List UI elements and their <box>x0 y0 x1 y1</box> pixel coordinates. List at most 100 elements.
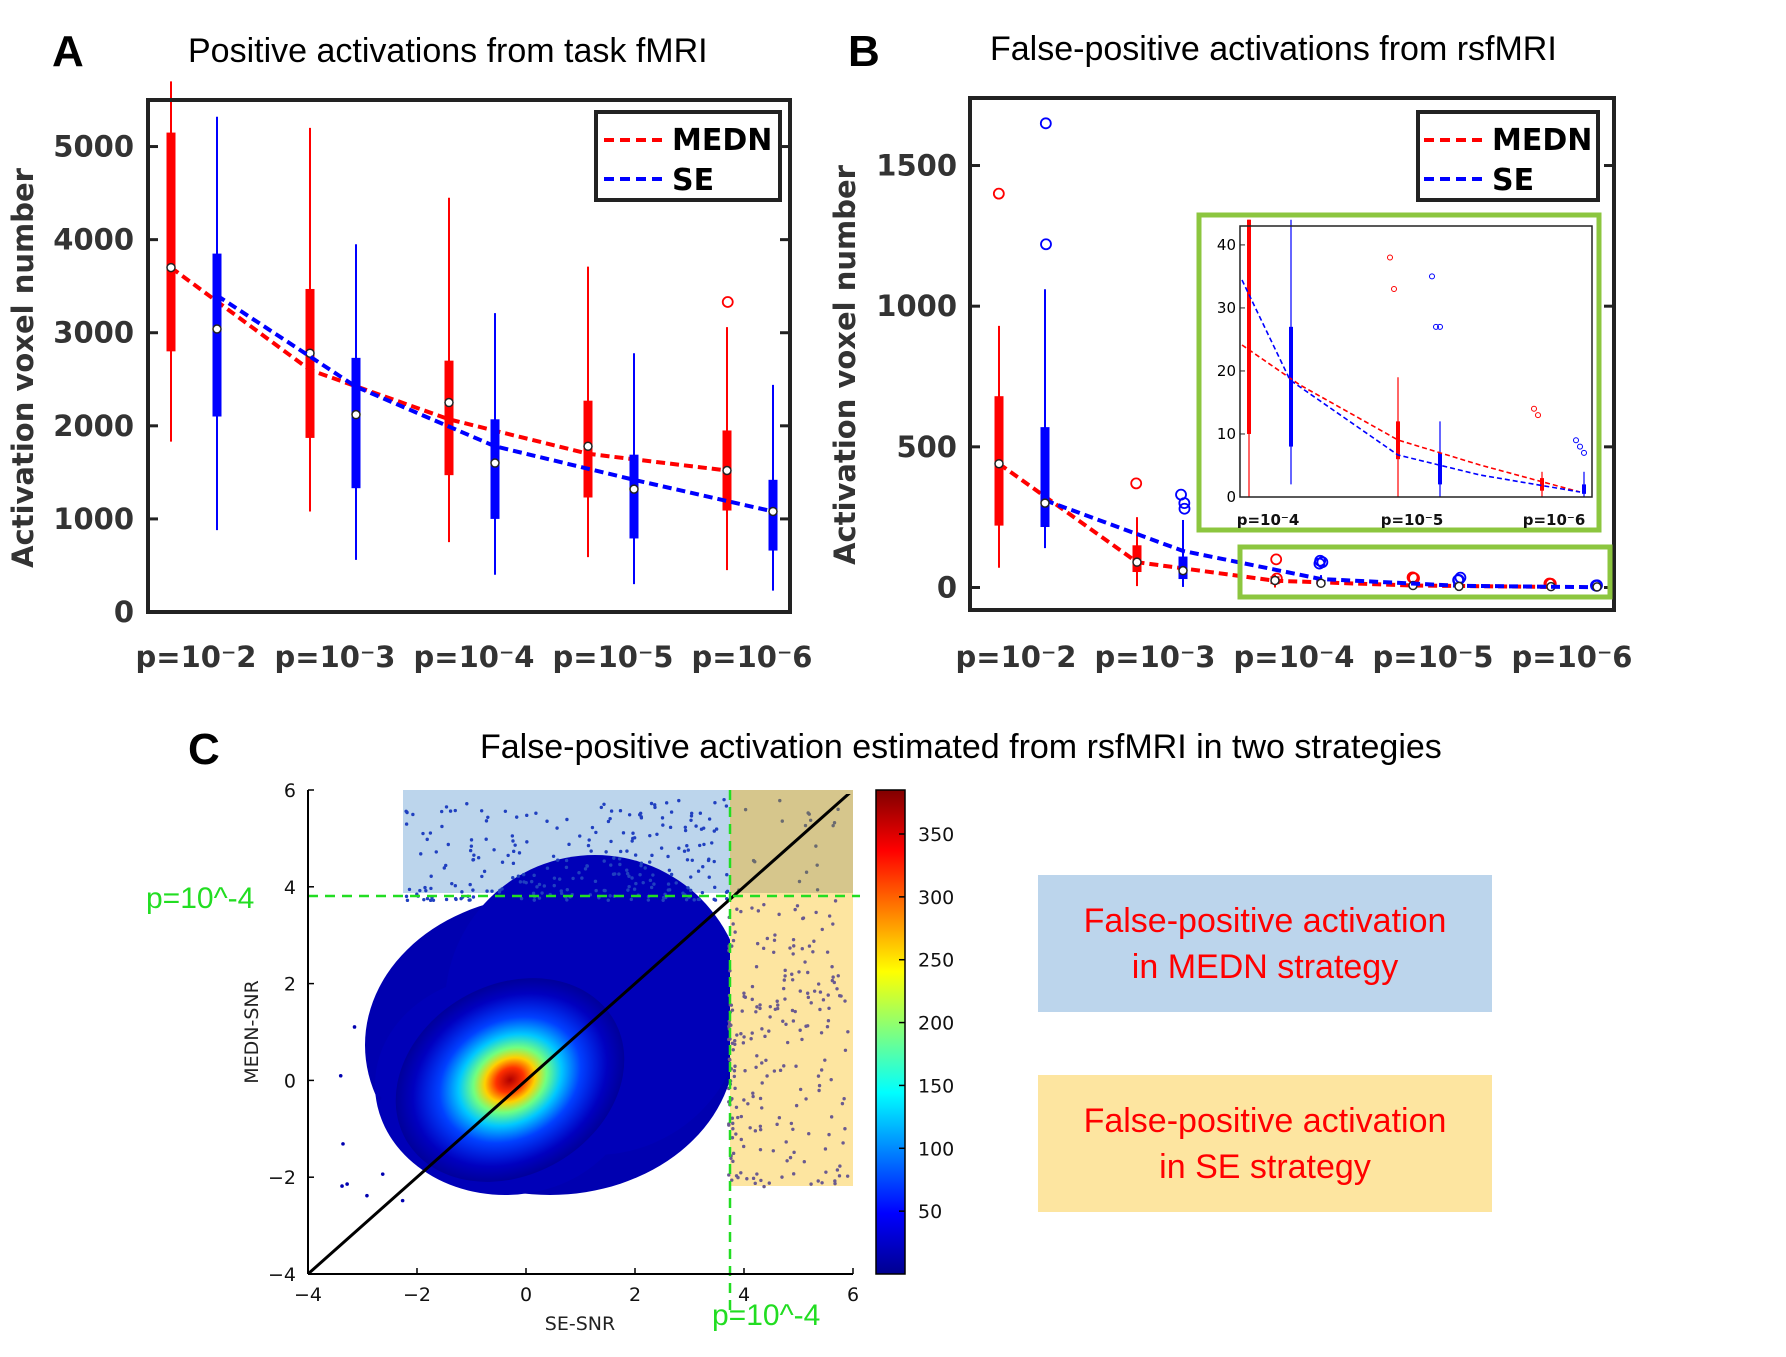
scatter-point-medn-fp <box>445 898 448 901</box>
scatter-point-se-fp <box>727 1123 730 1126</box>
scatter-point-se-fp <box>792 944 795 947</box>
scatter-point-medn-fp <box>408 888 411 891</box>
scatter-point-medn-fp <box>607 820 610 823</box>
scatter-point-medn-fp <box>689 889 692 892</box>
scatter-point-medn-fp <box>617 872 620 875</box>
scatter-point-medn-fp <box>608 894 611 897</box>
scatter-point-outlier <box>365 1194 369 1198</box>
scatter-point-se-fp <box>763 1035 766 1038</box>
scatter-point-medn-fp <box>511 839 514 842</box>
density-cloud <box>359 855 745 1222</box>
se-box-bg <box>1038 1075 1492 1212</box>
scatter-point-se-fp <box>835 987 838 990</box>
scatter-point-medn-fp <box>533 898 536 901</box>
legend-medn-label: MEDN <box>672 123 772 158</box>
scatter-point-medn-fp <box>511 876 514 879</box>
scatter-point-medn-fp <box>686 858 689 861</box>
median-marker-se <box>1179 567 1187 575</box>
scatter-point-both-fp <box>778 799 781 802</box>
scatter-point-medn-fp <box>707 857 710 860</box>
colorbar-tick-label: 350 <box>918 824 954 846</box>
scatter-point-medn-fp <box>618 863 621 866</box>
scatter-point-se-fp <box>758 1003 761 1006</box>
inset-y-tick-label: 40 <box>1217 236 1236 254</box>
scatter-point-se-fp <box>735 908 738 911</box>
outlier-se <box>1041 239 1051 249</box>
scatter-point-se-fp <box>788 946 791 949</box>
scatter-point-se-fp <box>762 903 765 906</box>
panel-c-letter: C <box>188 725 220 774</box>
scatter-point-se-fp <box>846 1030 849 1033</box>
x-tick-label: p=10⁻4 <box>1234 640 1355 674</box>
y-tick-label: 500 <box>896 430 957 464</box>
median-marker-medn <box>445 399 453 407</box>
scatter-point-se-fp <box>755 1054 758 1057</box>
y-tick-label: 1500 <box>876 149 957 183</box>
scatter-point-medn-fp <box>565 818 568 821</box>
scatter-point-medn-fp <box>594 831 597 834</box>
outlier-medn <box>994 189 1004 199</box>
scatter-point-medn-fp <box>625 849 628 852</box>
median-marker-se <box>1455 582 1463 590</box>
scatter-point-se-fp <box>733 930 736 933</box>
scatter-point-se-fp <box>735 1033 738 1036</box>
scatter-point-se-fp <box>803 960 806 963</box>
threshold-label-y: p=10^-4 <box>146 882 254 915</box>
scatter-point-se-fp <box>807 996 810 999</box>
scatter-point-medn-fp <box>406 899 409 902</box>
panel-b-title: False-positive activations from rsfMRI <box>990 30 1557 68</box>
scatter-point-medn-fp <box>668 869 671 872</box>
panel-a-ylabel: Activation voxel number <box>6 167 40 568</box>
inset-box-se <box>1438 453 1442 485</box>
scatter-point-se-fp <box>841 1141 844 1144</box>
scatter-point-se-fp <box>819 990 822 993</box>
scatter-point-medn-fp <box>471 888 474 891</box>
scatter-point-medn-fp <box>471 858 474 861</box>
scatter-point-medn-fp <box>418 889 421 892</box>
scatter-point-medn-fp <box>454 809 457 812</box>
scatter-point-medn-fp <box>578 834 581 837</box>
x-tick-label: p=10⁻3 <box>275 640 396 674</box>
scatter-point-se-fp <box>803 1160 806 1163</box>
scatter-point-se-fp <box>742 1041 745 1044</box>
scatter-point-se-fp <box>769 1005 772 1008</box>
scatter-point-medn-fp <box>465 802 468 805</box>
scatter-point-se-fp <box>742 992 745 995</box>
scatter-point-medn-fp <box>405 811 408 814</box>
scatter-point-medn-fp <box>686 886 689 889</box>
se-box-line1: False-positive activation <box>1084 1102 1447 1140</box>
scatter-point-medn-fp <box>653 803 656 806</box>
se-legend-box: False-positive activation in SE strategy <box>1038 1075 1492 1212</box>
scatter-point-se-fp <box>827 1019 830 1022</box>
scatter-point-se-fp <box>775 1123 778 1126</box>
scatter-point-se-fp <box>793 908 796 911</box>
scatter-point-medn-fp <box>648 860 651 863</box>
scatter-point-medn-fp <box>625 869 628 872</box>
scatter-point-medn-fp <box>552 855 555 858</box>
scatter-point-se-fp <box>810 1001 813 1004</box>
scatter-point-se-fp <box>826 950 829 953</box>
scatter-point-medn-fp <box>511 834 514 837</box>
scatter-point-se-fp <box>728 1057 731 1060</box>
scatter-point-se-fp <box>795 1104 798 1107</box>
scatter-point-se-fp <box>729 1024 732 1027</box>
scatter-point-se-fp <box>773 939 776 942</box>
scatter-point-se-fp <box>778 1116 781 1119</box>
scatter-point-medn-fp <box>603 859 606 862</box>
scatter-point-se-fp <box>768 1181 771 1184</box>
c-y-tick-label: 6 <box>284 780 296 802</box>
scatter-point-medn-fp <box>618 857 621 860</box>
scatter-point-medn-fp <box>667 882 670 885</box>
scatter-point-se-fp <box>777 913 780 916</box>
scatter-point-medn-fp <box>685 844 688 847</box>
median-marker-se <box>1593 583 1601 591</box>
scatter-point-medn-fp <box>655 833 658 836</box>
scatter-point-se-fp <box>828 914 831 917</box>
figure: A Positive activations from task fMRI Ac… <box>0 0 1786 1357</box>
scatter-point-se-fp <box>732 1048 735 1051</box>
scatter-point-se-fp <box>820 1181 823 1184</box>
scatter-point-medn-fp <box>694 824 697 827</box>
outlier-se <box>1041 118 1051 128</box>
scatter-point-medn-fp <box>691 859 694 862</box>
scatter-point-se-fp <box>733 1069 736 1072</box>
